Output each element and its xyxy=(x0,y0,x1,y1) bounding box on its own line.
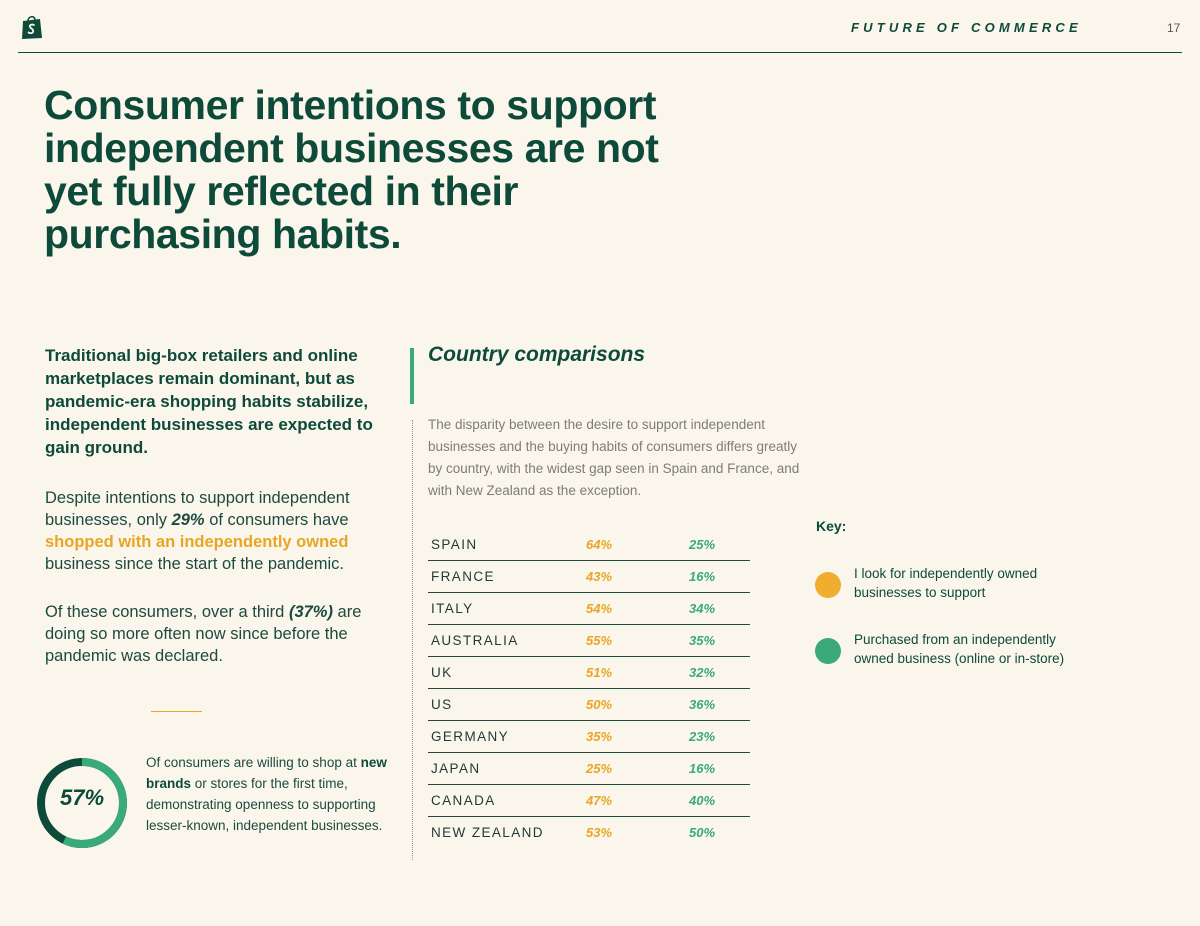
p1-highlight: shopped with an independently owned xyxy=(45,533,349,551)
shopify-bag-icon xyxy=(22,15,42,39)
purchased-value-cell: 23% xyxy=(689,729,716,744)
dotted-divider xyxy=(412,420,413,860)
look-value-cell: 53% xyxy=(586,825,613,840)
country-cell: UK xyxy=(431,665,453,680)
section-divider xyxy=(151,711,202,712)
table-row: CANADA 47% 40% xyxy=(428,785,750,817)
country-cell: CANADA xyxy=(431,793,496,808)
purchased-value-cell: 40% xyxy=(689,793,716,808)
p1-text-after: business since the start of the pandemic… xyxy=(45,555,344,573)
purchased-value-cell: 25% xyxy=(689,537,716,552)
table-row: UK 51% 32% xyxy=(428,657,750,689)
purchased-value-cell: 34% xyxy=(689,601,716,616)
look-value-cell: 54% xyxy=(586,601,613,616)
p2-text-after: are doing so more often now since before… xyxy=(45,603,362,665)
look-value-cell: 47% xyxy=(586,793,613,808)
look-value-cell: 35% xyxy=(586,729,613,744)
p2-stat: (37%) xyxy=(288,603,333,621)
look-value-cell: 64% xyxy=(586,537,613,552)
table-row: SPAIN 64% 25% xyxy=(428,529,750,561)
key-title: Key: xyxy=(816,518,847,534)
look-value-cell: 51% xyxy=(586,665,613,680)
purchased-value-cell: 16% xyxy=(689,569,716,584)
section-title: Country comparisons xyxy=(428,343,646,366)
header-divider xyxy=(18,52,1182,53)
body-paragraph-1: Despite intentions to support independen… xyxy=(45,487,375,575)
table-row: ITALY 54% 34% xyxy=(428,593,750,625)
country-cell: AUSTRALIA xyxy=(431,633,519,648)
stat-text-after: or stores for the first time, demonstrat… xyxy=(146,776,383,833)
lead-paragraph: Traditional big-box retailers and online… xyxy=(45,346,373,457)
p1-stat: 29% xyxy=(171,511,205,529)
look-value-cell: 50% xyxy=(586,697,613,712)
stat-description: Of consumers are willing to shop at new … xyxy=(146,752,391,836)
table-row: FRANCE 43% 16% xyxy=(428,561,750,593)
table-row: GERMANY 35% 23% xyxy=(428,721,750,753)
table-row: US 50% 36% xyxy=(428,689,750,721)
donut-value: 57% xyxy=(59,785,105,810)
percent-donut xyxy=(37,758,127,848)
key-dot-purchased xyxy=(815,638,841,664)
section-accent-bar xyxy=(410,348,414,404)
section-description: The disparity between the desire to supp… xyxy=(428,417,800,498)
p1-text-before: Despite intentions to support independen… xyxy=(45,489,350,529)
p1-text-middle: of consumers have xyxy=(204,511,349,529)
table-row: AUSTRALIA 55% 35% xyxy=(428,625,750,657)
key-label-look: I look for independently owned businesse… xyxy=(854,566,1038,600)
purchased-value-cell: 35% xyxy=(689,633,716,648)
country-cell: SPAIN xyxy=(431,537,478,552)
purchased-value-cell: 36% xyxy=(689,697,716,712)
country-cell: JAPAN xyxy=(431,761,481,776)
country-cell: ITALY xyxy=(431,601,474,616)
look-value-cell: 55% xyxy=(586,633,613,648)
table-row: JAPAN 25% 16% xyxy=(428,753,750,785)
donut-progress-arc xyxy=(37,758,127,848)
body-paragraph-2: Of these consumers, over a third (37%) a… xyxy=(45,601,375,667)
p2-text-before: Of these consumers, over a third xyxy=(45,603,289,621)
table-row: NEW ZEALAND 53% 50% xyxy=(428,817,750,848)
country-cell: GERMANY xyxy=(431,729,510,744)
stat-text-bold: new brands xyxy=(146,755,387,791)
stat-text-before: Of consumers are willing to shop at xyxy=(146,755,361,770)
header-title: FUTURE OF COMMERCE xyxy=(851,20,1082,35)
key-label-purchased: Purchased from an independently owned bu… xyxy=(854,632,1065,666)
page-number: 17 xyxy=(1167,21,1181,35)
country-table: SPAIN 64% 25% FRANCE 43% 16% ITALY 54% 34% AUSTRA… xyxy=(428,529,750,848)
look-value-cell: 43% xyxy=(586,569,613,584)
country-cell: US xyxy=(431,697,453,712)
look-value-cell: 25% xyxy=(586,761,613,776)
purchased-value-cell: 50% xyxy=(689,825,716,840)
country-cell: FRANCE xyxy=(431,569,495,584)
page-headline: Consumer intentions to support independe… xyxy=(44,82,659,257)
purchased-value-cell: 32% xyxy=(689,665,716,680)
country-cell: NEW ZEALAND xyxy=(431,825,544,840)
key-dot-look xyxy=(815,572,841,598)
purchased-value-cell: 16% xyxy=(689,761,716,776)
